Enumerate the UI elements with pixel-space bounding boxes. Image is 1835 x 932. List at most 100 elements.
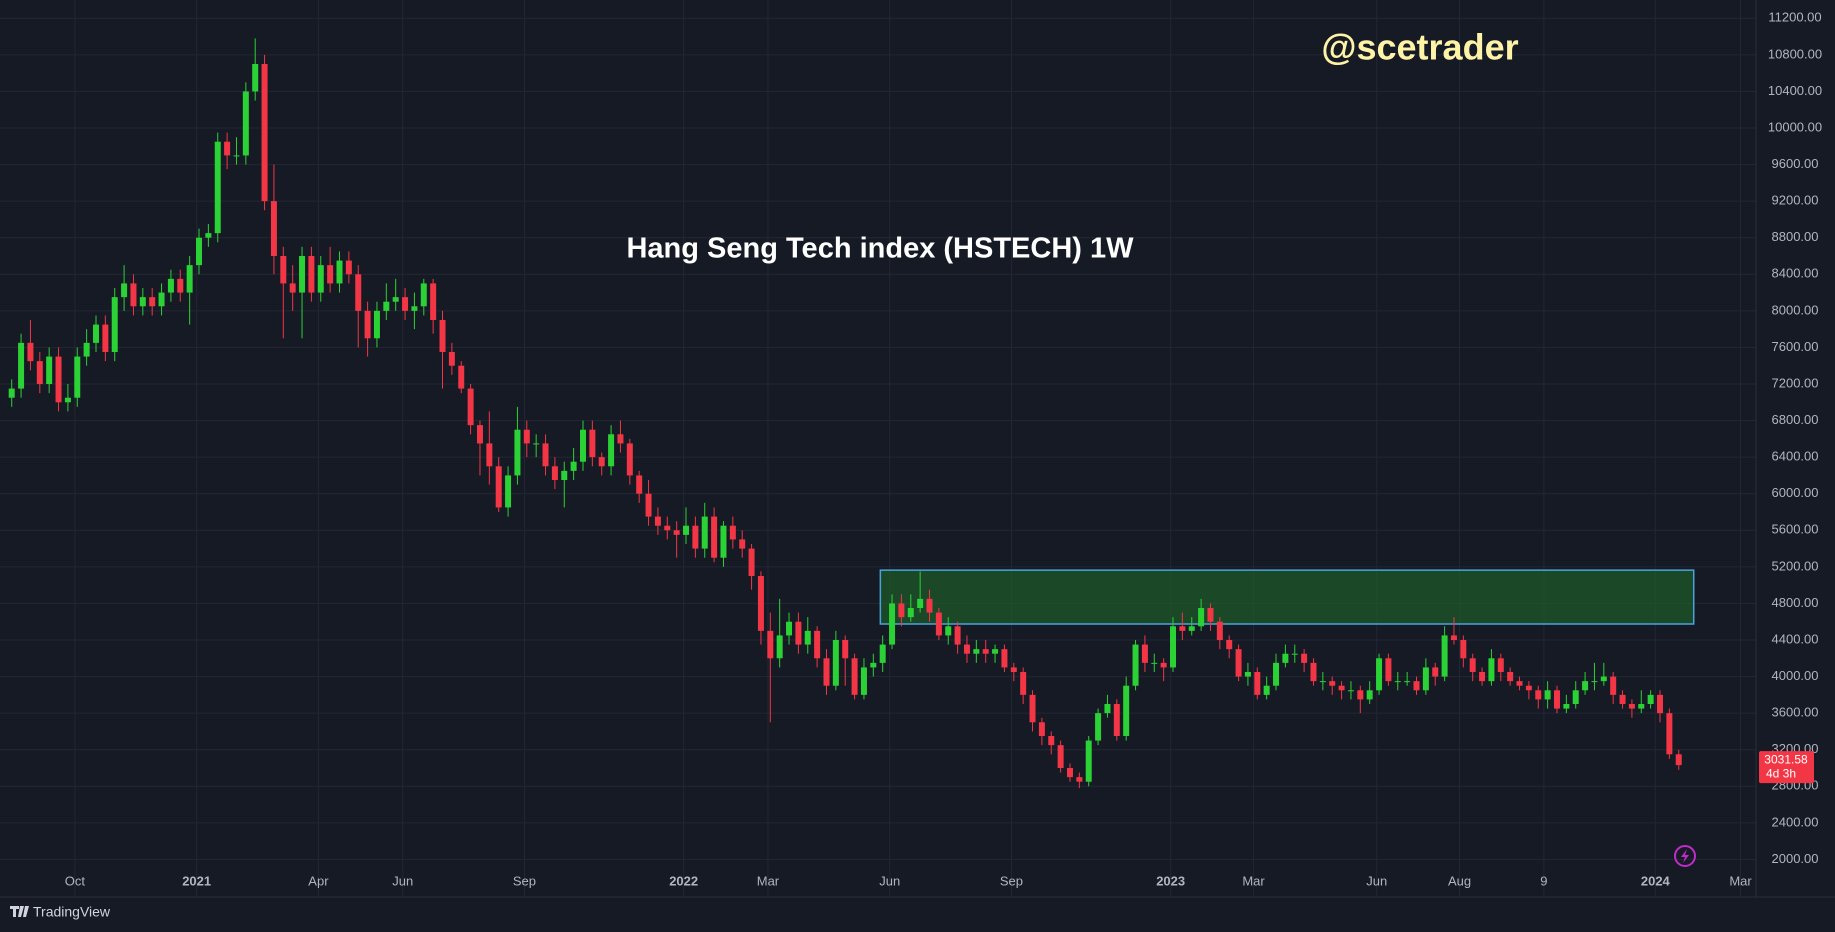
- candle-body: [1001, 649, 1008, 668]
- candle-body: [1170, 626, 1177, 668]
- x-tick-label: Aug: [1448, 873, 1471, 888]
- candle-body: [1160, 662, 1167, 668]
- y-tick-label: 9600.00: [1772, 156, 1819, 171]
- candle-body: [355, 274, 362, 311]
- candle-body: [561, 470, 568, 480]
- plot-area: [8, 38, 1695, 789]
- y-tick-label: 4400.00: [1772, 631, 1819, 646]
- candle-body: [1301, 653, 1308, 663]
- candle-body: [1488, 658, 1495, 682]
- candle-body: [74, 356, 81, 398]
- candle-body: [533, 443, 540, 445]
- candle-body: [1310, 662, 1317, 682]
- brand-name[interactable]: TradingView: [33, 904, 111, 920]
- candle-body: [1347, 690, 1354, 692]
- candle-body: [121, 283, 128, 298]
- candle-body: [1048, 736, 1055, 746]
- candle-body: [1104, 704, 1111, 714]
- candle-body: [196, 237, 203, 266]
- candle-body: [720, 525, 727, 558]
- candle-body: [551, 466, 558, 480]
- candle-body: [814, 630, 821, 659]
- y-tick-label: 10400.00: [1768, 83, 1822, 98]
- candle-body: [1319, 681, 1326, 683]
- candle-body: [411, 306, 418, 311]
- candle-body: [1329, 681, 1336, 686]
- y-tick-label: 2000.00: [1772, 851, 1819, 866]
- candle-body: [870, 662, 877, 668]
- candle-body: [1188, 626, 1195, 631]
- candle-body: [786, 621, 793, 636]
- candle-body: [898, 603, 905, 618]
- candle-body: [149, 297, 156, 307]
- candle-body: [1525, 685, 1532, 691]
- candle-body: [636, 475, 643, 494]
- candle-body: [383, 301, 390, 311]
- candle-body: [402, 297, 409, 311]
- candle-body: [1394, 681, 1401, 683]
- grid: [0, 0, 1756, 896]
- x-tick-label: 2023: [1156, 873, 1185, 888]
- candle-body: [27, 342, 34, 362]
- candle-body: [102, 324, 109, 352]
- candle-body: [1029, 694, 1036, 723]
- zone: [879, 569, 1695, 625]
- candle-body: [186, 265, 193, 293]
- candle-body: [252, 64, 259, 92]
- candle-body: [327, 265, 334, 284]
- candle-body: [1113, 704, 1120, 736]
- candle-body: [1235, 649, 1242, 677]
- candle-body: [1010, 667, 1017, 672]
- candle-body: [692, 525, 699, 549]
- y-tick-label: 10800.00: [1768, 46, 1822, 61]
- alert-icon[interactable]: [1674, 845, 1696, 867]
- y-tick-label: 8000.00: [1772, 302, 1819, 317]
- candle-body: [1244, 672, 1251, 677]
- candle-body: [111, 297, 118, 352]
- candle-body: [954, 626, 961, 645]
- candle-body: [430, 283, 437, 320]
- candle-body: [64, 397, 71, 403]
- y-tick-label: 4000.00: [1772, 668, 1819, 683]
- candle-body: [233, 155, 240, 157]
- candle-body: [505, 475, 512, 508]
- candle-body: [1441, 635, 1448, 677]
- candle-body: [842, 640, 849, 659]
- alert-circle[interactable]: [1674, 845, 1696, 867]
- candle-body: [1066, 768, 1073, 778]
- candle-body: [158, 292, 165, 307]
- candle-body: [729, 525, 736, 540]
- candle-body: [1141, 644, 1148, 663]
- candle-body: [1647, 694, 1654, 704]
- candle-body: [748, 548, 755, 576]
- candle-body: [1357, 690, 1364, 700]
- candle-body: [1479, 672, 1486, 682]
- candle-body: [270, 201, 277, 256]
- candle-body: [242, 91, 249, 156]
- candle-body: [1376, 658, 1383, 691]
- candle-body: [579, 429, 586, 462]
- candle-body: [1450, 635, 1457, 640]
- candle-body: [289, 283, 296, 293]
- y-tick-label: 2400.00: [1772, 814, 1819, 829]
- candle-body: [46, 356, 53, 384]
- candle-body: [467, 388, 474, 426]
- y-tick-label: 6400.00: [1772, 449, 1819, 464]
- candle-body: [205, 233, 212, 238]
- candle-body: [392, 297, 399, 302]
- y-tick-label: 8400.00: [1772, 266, 1819, 281]
- candle-body: [739, 539, 746, 549]
- chart-title: Hang Seng Tech index (HSTECH) 1W: [626, 233, 1134, 265]
- y-tick-label: 4800.00: [1772, 595, 1819, 610]
- candle-body: [823, 658, 830, 686]
- candle-body: [1179, 626, 1186, 631]
- x-tick-label: 2022: [669, 873, 698, 888]
- x-tick-label: Apr: [308, 873, 329, 888]
- x-tick-label: 9: [1540, 873, 1547, 888]
- brand-logo: TradingView: [10, 904, 111, 920]
- candle-body: [364, 310, 371, 339]
- candle-body: [1366, 690, 1373, 700]
- candle-body: [1535, 690, 1542, 700]
